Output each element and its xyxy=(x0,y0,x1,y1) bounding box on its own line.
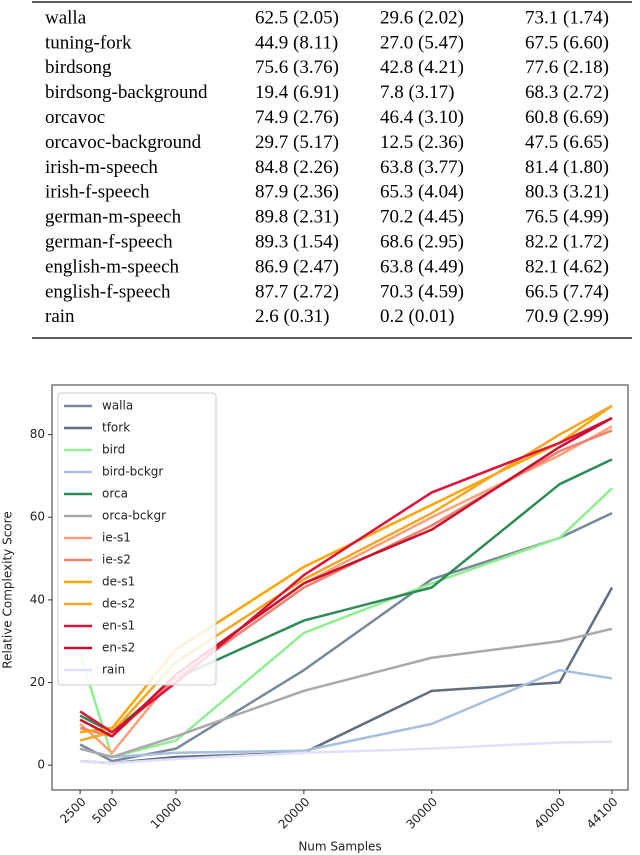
row-label: birdsong-background xyxy=(45,82,208,103)
table-cell: 89.8 (2.31) xyxy=(255,207,339,228)
series-line xyxy=(79,416,613,738)
table-cell: 27.0 (5.47) xyxy=(380,32,464,53)
x-tick-label: 30000 xyxy=(403,795,440,832)
table-cell: 86.9 (2.47) xyxy=(255,256,339,277)
table-cell: 76.5 (4.99) xyxy=(525,207,609,228)
legend-label: en-s1 xyxy=(102,619,135,633)
table-cell: 42.8 (4.21) xyxy=(380,57,464,78)
table-cell: 84.8 (2.26) xyxy=(255,157,339,178)
table-cell: 66.5 (7.74) xyxy=(525,281,609,302)
x-tick-label: 20000 xyxy=(276,795,313,832)
table-cell: 63.8 (4.49) xyxy=(380,256,464,277)
table-cell: 77.6 (2.18) xyxy=(525,57,609,78)
row-label: rain xyxy=(45,306,75,327)
y-tick-label: 20 xyxy=(30,675,45,689)
series-line xyxy=(79,627,613,759)
legend: walla tfork bird bird-bckgr orca orca-bckgr ie… xyxy=(57,392,217,686)
x-tick-label: 2500 xyxy=(57,795,88,826)
table-cell: 29.7 (5.17) xyxy=(255,132,339,153)
table-cell: 7.8 (3.17) xyxy=(380,82,454,103)
series-line xyxy=(79,416,613,734)
y-axis-label: Relative Complexity Score xyxy=(1,511,15,668)
legend-label: rain xyxy=(102,663,125,677)
legend-label: bird-bckgr xyxy=(102,465,163,479)
table-cell: 73.1 (1.74) xyxy=(525,7,609,28)
legend-label: tfork xyxy=(102,421,130,435)
table-cell: 74.9 (2.76) xyxy=(255,107,339,128)
table-cell: 67.5 (6.60) xyxy=(525,32,609,53)
table-cell: 87.9 (2.36) xyxy=(255,182,339,203)
x-tick-label: 5000 xyxy=(89,795,120,826)
table-cell: 44.9 (8.11) xyxy=(255,32,338,53)
table-cell: 47.5 (6.65) xyxy=(525,132,609,153)
table-cell: 82.1 (4.62) xyxy=(525,256,609,277)
legend-label: orca xyxy=(102,487,128,501)
plot-frame xyxy=(51,384,629,791)
y-tick-label: 40 xyxy=(30,592,45,606)
table-cell: 2.6 (0.31) xyxy=(255,306,329,327)
x-tick-label: 40000 xyxy=(531,795,568,832)
legend-label: orca-bckgr xyxy=(102,509,166,523)
x-axis-label: Num Samples xyxy=(298,840,381,854)
table-cell: 80.3 (3.21) xyxy=(525,182,609,203)
table-cell: 19.4 (6.91) xyxy=(255,82,339,103)
row-label: tuning-fork xyxy=(45,32,132,53)
row-label: english-f-speech xyxy=(45,281,171,302)
table-cell: 68.6 (2.95) xyxy=(380,231,464,252)
legend-label: de-s1 xyxy=(102,575,135,589)
row-label: orcavoc xyxy=(45,107,105,128)
legend-label: ie-s2 xyxy=(102,553,131,567)
table-cell: 68.3 (2.72) xyxy=(525,82,609,103)
table-cell: 75.6 (3.76) xyxy=(255,57,339,78)
row-label: irish-m-speech xyxy=(45,157,158,178)
row-label: german-f-speech xyxy=(45,231,173,252)
table-cell: 46.4 (3.10) xyxy=(380,107,464,128)
x-tick-label: 10000 xyxy=(148,795,185,832)
row-label: birdsong xyxy=(45,57,112,78)
legend-label: de-s2 xyxy=(102,597,135,611)
legend-box xyxy=(57,392,217,686)
table-cell: 81.4 (1.80) xyxy=(525,157,609,178)
series-line xyxy=(80,740,613,765)
y-tick-label: 80 xyxy=(30,427,45,441)
y-tick-label: 60 xyxy=(30,510,45,524)
table-cell: 70.2 (4.45) xyxy=(380,207,464,228)
table-cell: 70.9 (2.99) xyxy=(525,306,609,327)
table-cell: 65.3 (4.04) xyxy=(380,182,464,203)
legend-label: bird xyxy=(102,443,125,457)
legend-label: ie-s1 xyxy=(102,531,131,545)
legend-label: walla xyxy=(102,399,133,413)
y-tick-label: 0 xyxy=(37,758,45,772)
table-cell: 62.5 (2.05) xyxy=(255,7,339,28)
row-label: irish-f-speech xyxy=(45,182,150,203)
row-label: german-m-speech xyxy=(45,207,182,228)
table-cell: 82.2 (1.72) xyxy=(525,231,609,252)
table-cell: 87.7 (2.72) xyxy=(255,281,339,302)
legend-label: en-s2 xyxy=(102,641,135,655)
table-cell: 63.8 (3.77) xyxy=(380,157,464,178)
row-label: orcavoc-background xyxy=(45,132,202,153)
table-cell: 70.3 (4.59) xyxy=(380,281,464,302)
table-cell: 29.6 (2.02) xyxy=(380,7,464,28)
table-cell: 0.2 (0.01) xyxy=(380,306,454,327)
row-label: english-m-speech xyxy=(45,256,180,277)
table-cell: 60.8 (6.69) xyxy=(525,107,609,128)
x-tick-label: 44100 xyxy=(584,795,621,832)
table-cell: 89.3 (1.54) xyxy=(255,231,339,252)
row-label: walla xyxy=(45,7,87,28)
table-cell: 12.5 (2.36) xyxy=(380,132,464,153)
